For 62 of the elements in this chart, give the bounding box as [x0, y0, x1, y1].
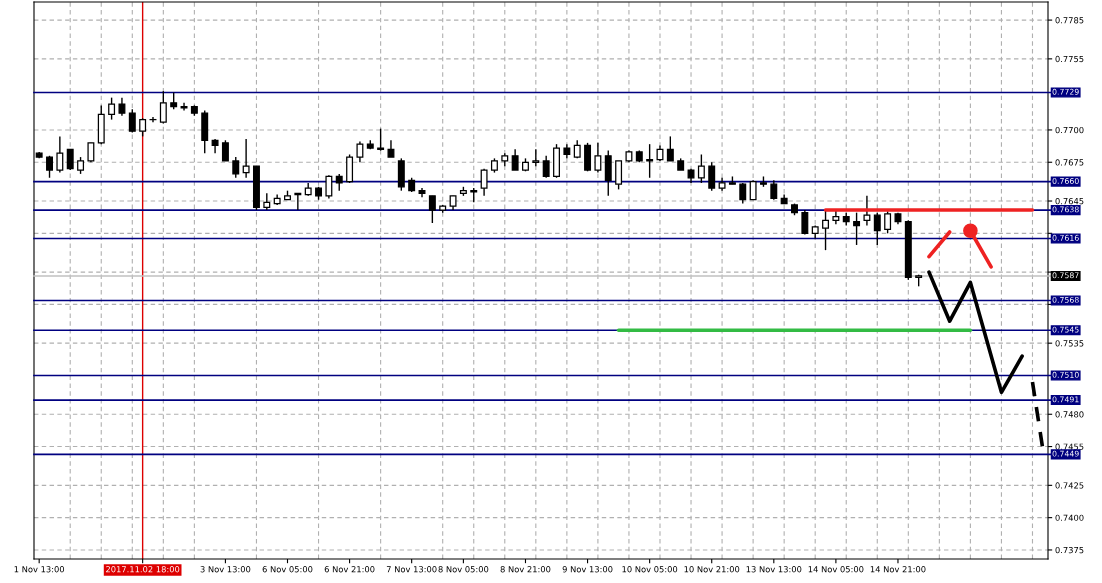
y-tick-label: 0.7400 [1055, 514, 1084, 521]
candlestick [221, 139, 229, 162]
candlestick [263, 192, 271, 211]
line-series [927, 270, 1024, 395]
candlestick [542, 155, 550, 179]
x-tick-label: 9 Nov 13:00 [562, 566, 613, 573]
candlestick [749, 179, 757, 201]
x-tick-label: 1 Nov 13:00 [14, 566, 65, 573]
y-tick-label: 0.7535 [1055, 340, 1084, 347]
candlestick [139, 117, 147, 138]
candlestick [242, 138, 250, 179]
x-tick-label: 6 Nov 21:00 [324, 566, 375, 573]
candlestick [108, 96, 116, 121]
y-tick-label: 0.7425 [1055, 482, 1084, 489]
x-tick-label: 10 Nov 05:00 [622, 566, 678, 573]
x-tick-label: 3 Nov 13:00 [200, 566, 251, 573]
candlestick [118, 96, 126, 117]
x-tick-label: 10 Nov 21:00 [684, 566, 740, 573]
y-tick-label: 0.7480 [1055, 411, 1084, 418]
candlestick [863, 195, 871, 227]
y-tick-label: 0.7375 [1055, 546, 1084, 554]
x-tick-label: 7 Nov 13:00 [386, 566, 437, 573]
candlestick [697, 153, 705, 184]
candlestick [708, 161, 716, 192]
candlestick [232, 156, 240, 179]
x-tick-label: 8 Nov 05:00 [438, 566, 489, 573]
candlestick [801, 209, 809, 236]
x-tick-label: 8 Nov 21:00 [500, 566, 551, 573]
candlestick [666, 135, 674, 162]
candlestick [180, 102, 188, 112]
candlestick [511, 148, 519, 171]
y-tick-label: 0.7755 [1055, 55, 1084, 63]
y-tick-label: 0.7700 [1055, 126, 1084, 134]
candlestick [480, 168, 488, 197]
candlestick [739, 182, 747, 205]
y-tick-label: 0.7455 [1055, 443, 1084, 450]
candlestick [853, 211, 861, 246]
x-tick-label: 13 Nov 13:00 [746, 566, 802, 573]
candlestick [770, 179, 778, 201]
candlestick [646, 143, 654, 179]
y-tick-label: 0.7785 [1055, 17, 1084, 24]
candlestick [884, 210, 892, 235]
candlestick [159, 90, 167, 125]
x-tick-label: 6 Nov 05:00 [262, 566, 313, 573]
x-tick-label: 14 Nov 05:00 [808, 566, 864, 573]
candlestick [66, 148, 74, 171]
candlestick [822, 209, 830, 251]
candlestick [615, 160, 623, 191]
candlestick [128, 108, 136, 134]
candlestick [428, 195, 436, 224]
candlestick [325, 174, 333, 200]
y-tick-label: 0.7645 [1055, 198, 1084, 205]
y-tick-label: 0.7675 [1055, 159, 1084, 166]
x-tick-label: 14 Nov 21:00 [870, 566, 926, 573]
candlestick [356, 140, 364, 163]
candlestick [873, 211, 881, 246]
x-tick-label: 2017.11.02 18:00 [106, 566, 180, 573]
candlestick [377, 127, 385, 152]
candlestick [56, 135, 64, 174]
candlestick [594, 142, 602, 174]
candlestick [149, 116, 157, 123]
candlestick [532, 148, 540, 167]
